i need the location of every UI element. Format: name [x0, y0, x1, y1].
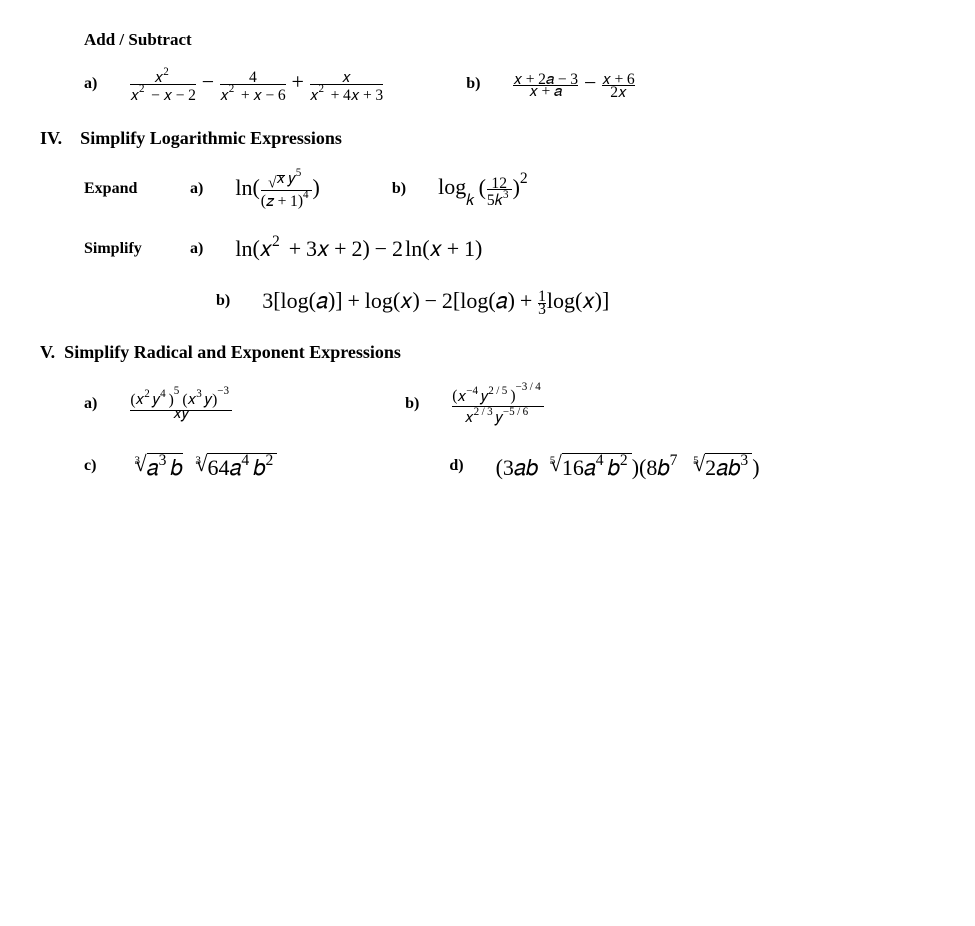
v-row-ab: a) (x2y4)5(x3y)−3xy b) (x−4y2/5)−3/4x2/3…	[84, 383, 935, 425]
v-b-label: b)	[405, 395, 425, 413]
iv-expand-row: Expand a) ln(xy5(z+1)4) b) logk(125k3)2	[84, 169, 935, 210]
add-sub-b-expression: x+2a−3x+a−x+62x	[512, 70, 635, 97]
v-a-expression: (x2y4)5(x3y)−3xy	[129, 387, 233, 422]
v-row-cd: c) a3b364a4b23 d) (3ab16a4b25)(8b72ab35)	[84, 451, 935, 481]
iv-expand-label: Expand	[84, 180, 164, 198]
iv-expand-a-expression: ln(xy5(z+1)4)	[235, 169, 320, 210]
iv-simplify-row-a: Simplify a) ln(x2+3x+2)−2ln(x+1)	[84, 236, 935, 262]
iv-simplify-a-label: a)	[190, 240, 209, 258]
v-d-expression: (3ab16a4b25)(8b72ab35)	[496, 451, 760, 481]
iv-expand-a-label: a)	[190, 180, 209, 198]
iv-simplify-row-b: b) 3[log(a)]+log(x)−2[log(a)+13log(x)]	[216, 288, 935, 315]
add-sub-a-label: a)	[84, 75, 103, 93]
v-b-expression: (x−4y2/5)−3/4x2/3y−5/6	[451, 383, 545, 425]
v-a-label: a)	[84, 395, 103, 413]
iv-expand-b-label: b)	[392, 180, 412, 198]
section-iv-heading: IV. Simplify Logarithmic Expressions	[40, 128, 935, 149]
section-add-subtract-heading: Add / Subtract	[84, 30, 935, 50]
add-sub-row: a) x2x2−x−2−4x2+x−6+xx2+4x+3 b) x+2a−3x+…	[84, 68, 935, 100]
iv-simplify-a-expression: ln(x2+3x+2)−2ln(x+1)	[235, 236, 482, 262]
iv-expand-b-expression: logk(125k3)2	[438, 173, 532, 205]
add-sub-a-expression: x2x2−x−2−4x2+x−6+xx2+4x+3	[129, 68, 384, 100]
v-c-label: c)	[84, 457, 102, 475]
v-c-expression: a3b364a4b23	[128, 451, 277, 481]
section-v-heading: V. Simplify Radical and Exponent Express…	[40, 342, 935, 363]
iv-simplify-b-label: b)	[216, 292, 236, 310]
v-d-label: d)	[449, 457, 469, 475]
iv-simplify-label: Simplify	[84, 240, 164, 258]
iv-simplify-b-expression: 3[log(a)]+log(x)−2[log(a)+13log(x)]	[262, 288, 609, 315]
add-sub-b-label: b)	[466, 75, 486, 93]
